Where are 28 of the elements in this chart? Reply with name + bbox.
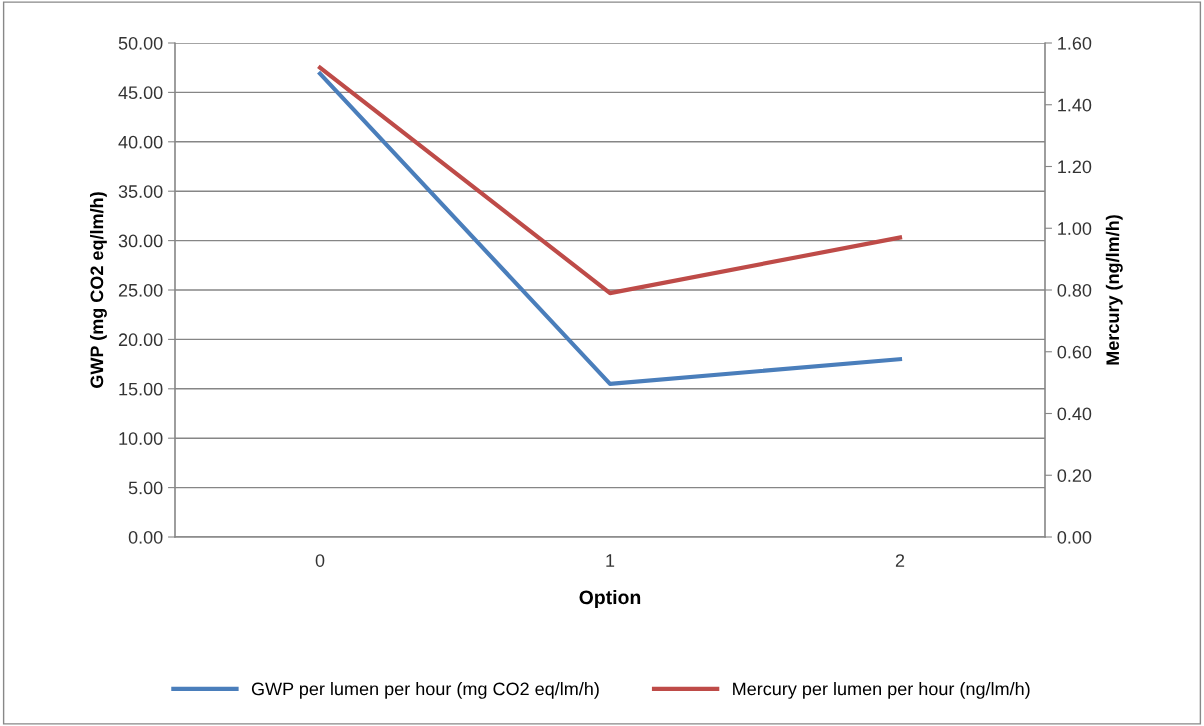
y2-tick-label: 1.00: [1058, 222, 1092, 235]
x-tick-label: 0: [315, 554, 325, 567]
y2-axis-title: Mercury (ng/lm/h): [1105, 215, 1123, 365]
x-tick-label: 1: [606, 554, 615, 567]
y-axis-title: GWP (mg CO2 eq/lm/h): [89, 192, 107, 388]
y-tick-label: 15.00: [119, 382, 163, 396]
x-axis-title: Option: [579, 589, 641, 609]
y-tick-label: 10.00: [119, 432, 163, 445]
legend-label: GWP per lumen per hour (mg CO2 eq/lm/h): [251, 682, 599, 699]
y-tick-label: 0.00: [128, 530, 163, 544]
y2-tick-label: 1.20: [1058, 160, 1092, 174]
y-tick-label: 40.00: [118, 135, 163, 149]
y-tick-label: 30.00: [118, 234, 163, 248]
y2-tick-label: 0.20: [1057, 469, 1092, 482]
y-tick-label: 50.00: [118, 36, 163, 50]
y-tick-label: 45.00: [118, 86, 163, 100]
y2-tick-label: 1.60: [1058, 36, 1092, 50]
legend-label: Mercury per lumen per hour (ng/lm/h): [733, 682, 1030, 699]
y2-tick-label: 0.60: [1057, 345, 1092, 359]
y-tick-label: 25.00: [118, 283, 163, 297]
y-tick-label: 20.00: [118, 333, 163, 347]
y2-tick-label: 0.40: [1057, 407, 1092, 421]
y-tick-label: 35.00: [118, 185, 163, 198]
x-tick-label: 2: [895, 554, 905, 567]
y2-tick-label: 1.40: [1058, 98, 1092, 112]
y2-tick-label: 0.00: [1057, 530, 1092, 544]
y-tick-label: 5.00: [128, 481, 163, 495]
y2-tick-label: 0.80: [1057, 283, 1092, 297]
